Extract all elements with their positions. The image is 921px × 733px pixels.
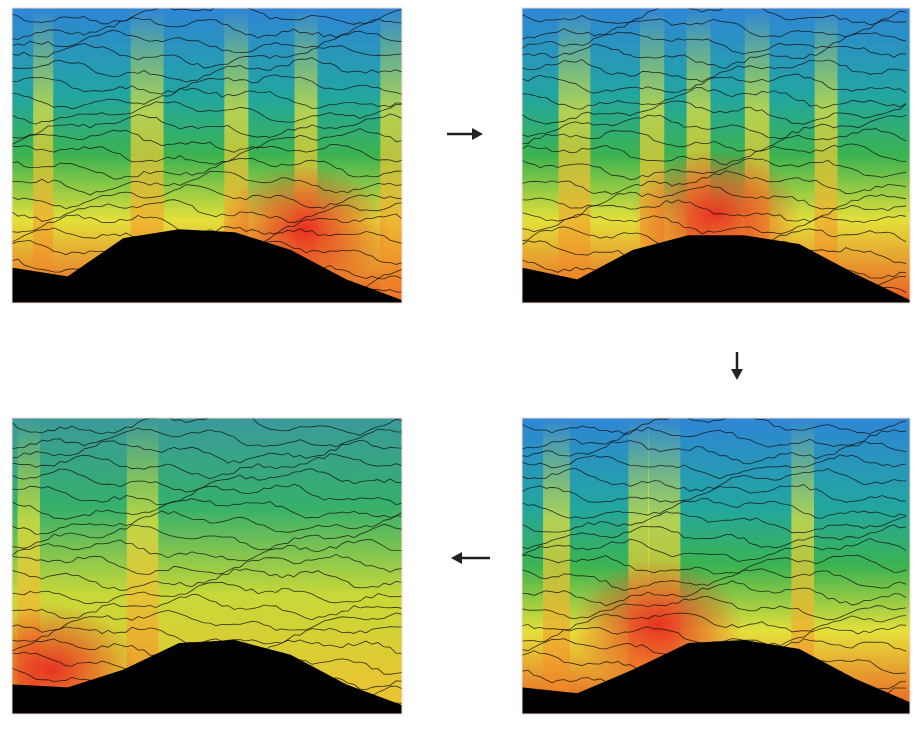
contour-panel — [522, 414, 910, 732]
arrow-right — [447, 128, 483, 140]
panel-body — [12, 3, 411, 318]
warm-stripe — [543, 418, 570, 714]
figure — [0, 0, 921, 733]
contour-panel — [522, 5, 910, 320]
arrow-down — [731, 352, 743, 380]
panel-body — [0, 414, 402, 733]
panel-body — [522, 414, 910, 732]
panel-body — [522, 5, 910, 320]
contour-panel — [0, 414, 402, 733]
warm-stripe — [33, 8, 53, 303]
contour-panel — [12, 3, 411, 318]
arrow-left — [451, 552, 490, 564]
warm-stripe — [380, 8, 410, 303]
